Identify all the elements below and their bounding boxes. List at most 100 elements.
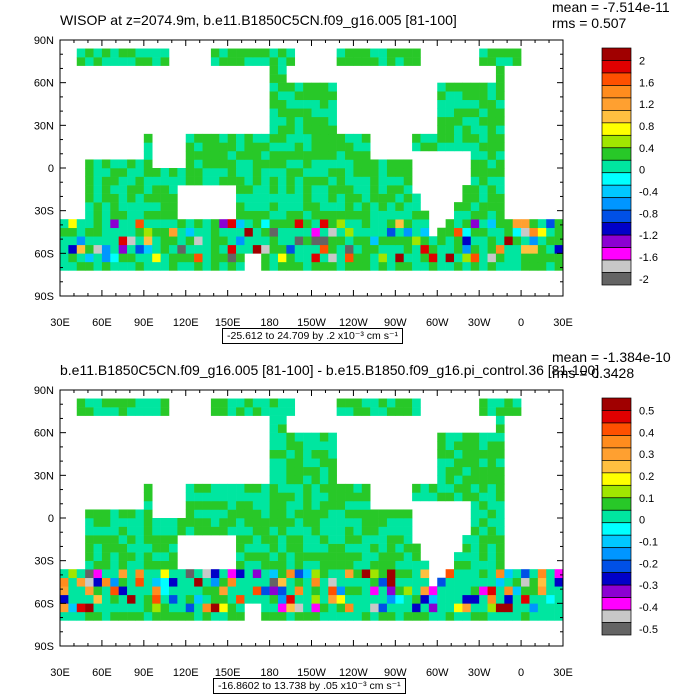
- ocean-cell: [479, 91, 488, 100]
- y-tick-label: 30N: [34, 470, 54, 482]
- ocean-cell: [253, 518, 262, 527]
- ocean-cell: [144, 236, 153, 245]
- ocean-cell: [85, 262, 94, 271]
- ocean-cell: [488, 484, 497, 493]
- ocean-cell: [135, 236, 144, 245]
- ocean-cell: [312, 518, 321, 527]
- ocean-cell: [362, 595, 371, 604]
- ocean-cell: [194, 492, 203, 501]
- ocean-cell: [152, 177, 161, 186]
- ocean-cell: [479, 100, 488, 109]
- colorbar-swatch: [602, 585, 631, 597]
- colorbar-swatch: [602, 210, 631, 222]
- ocean-cell: [479, 228, 488, 237]
- colorbar-swatch: [602, 535, 631, 547]
- ocean-cell: [295, 586, 304, 595]
- ocean-cell: [529, 586, 538, 595]
- ocean-cell: [328, 518, 337, 527]
- ocean-cell: [420, 578, 429, 587]
- ocean-cell: [521, 603, 530, 612]
- ocean-cell: [236, 544, 245, 553]
- ocean-cell: [211, 492, 220, 501]
- colorbar-swatch: [602, 598, 631, 610]
- ocean-cell: [362, 219, 371, 228]
- ocean-cell: [135, 569, 144, 578]
- ocean-cell: [479, 185, 488, 194]
- ocean-cell: [186, 612, 195, 621]
- ocean-cell: [379, 544, 388, 553]
- ocean-cell: [119, 202, 128, 211]
- ocean-cell: [395, 527, 404, 536]
- ocean-cell: [345, 159, 354, 168]
- ocean-cell: [186, 262, 195, 271]
- ocean-cell: [555, 578, 564, 587]
- ocean-cell: [135, 57, 144, 66]
- ocean-cell: [211, 151, 220, 160]
- ocean-cell: [102, 527, 111, 536]
- ocean-cell: [177, 228, 186, 237]
- x-tick-label: 30W: [468, 667, 491, 679]
- y-tick-label: 30S: [34, 556, 54, 568]
- ocean-cell: [119, 245, 128, 254]
- ocean-cell: [119, 262, 128, 271]
- ocean-cell: [471, 458, 480, 467]
- ocean-cell: [471, 185, 480, 194]
- ocean-cell: [303, 253, 312, 262]
- ocean-cell: [194, 578, 203, 587]
- ocean-cell: [404, 236, 413, 245]
- ocean-cell: [161, 211, 170, 220]
- ocean-cell: [244, 544, 253, 553]
- ocean-cell: [496, 211, 505, 220]
- ocean-cell: [328, 578, 337, 587]
- ocean-cell: [446, 595, 455, 604]
- ocean-cell: [219, 219, 228, 228]
- ocean-cell: [412, 202, 421, 211]
- ocean-cell: [488, 236, 497, 245]
- ocean-cell: [144, 595, 153, 604]
- ocean-cell: [161, 185, 170, 194]
- ocean-cell: [471, 484, 480, 493]
- ocean-cell: [278, 253, 287, 262]
- ocean-cell: [420, 236, 429, 245]
- ocean-cell: [278, 612, 287, 621]
- ocean-cell: [169, 211, 178, 220]
- ocean-cell: [77, 236, 86, 245]
- ocean-cell: [94, 177, 103, 186]
- ocean-cell: [328, 595, 337, 604]
- ocean-cell: [471, 100, 480, 109]
- ocean-cell: [395, 561, 404, 570]
- ocean-cell: [278, 108, 287, 117]
- ocean-cell: [303, 134, 312, 143]
- ocean-cell: [303, 441, 312, 450]
- ocean-cell: [437, 484, 446, 493]
- ocean-cell: [110, 586, 119, 595]
- ocean-cell: [278, 492, 287, 501]
- ocean-cell: [488, 544, 497, 553]
- ocean-cell: [85, 578, 94, 587]
- ocean-cell: [420, 586, 429, 595]
- ocean-cell: [555, 569, 564, 578]
- ocean-cell: [177, 177, 186, 186]
- ocean-cell: [488, 91, 497, 100]
- ocean-cell: [320, 441, 329, 450]
- ocean-cell: [471, 219, 480, 228]
- ocean-cell: [312, 211, 321, 220]
- ocean-cell: [404, 407, 413, 416]
- ocean-cell: [161, 202, 170, 211]
- ocean-cell: [395, 219, 404, 228]
- ocean-cell: [236, 211, 245, 220]
- ocean-cell: [119, 535, 128, 544]
- ocean-cell: [462, 219, 471, 228]
- ocean-cell: [270, 262, 279, 271]
- ocean-cell: [303, 569, 312, 578]
- ocean-cell: [446, 612, 455, 621]
- ocean-cell: [236, 134, 245, 143]
- ocean-cell: [303, 484, 312, 493]
- ocean-cell: [161, 219, 170, 228]
- ocean-cell: [387, 245, 396, 254]
- ocean-cell: [337, 612, 346, 621]
- ocean-cell: [135, 399, 144, 408]
- ocean-cell: [270, 108, 279, 117]
- ocean-cell: [328, 535, 337, 544]
- ocean-cell: [161, 527, 170, 536]
